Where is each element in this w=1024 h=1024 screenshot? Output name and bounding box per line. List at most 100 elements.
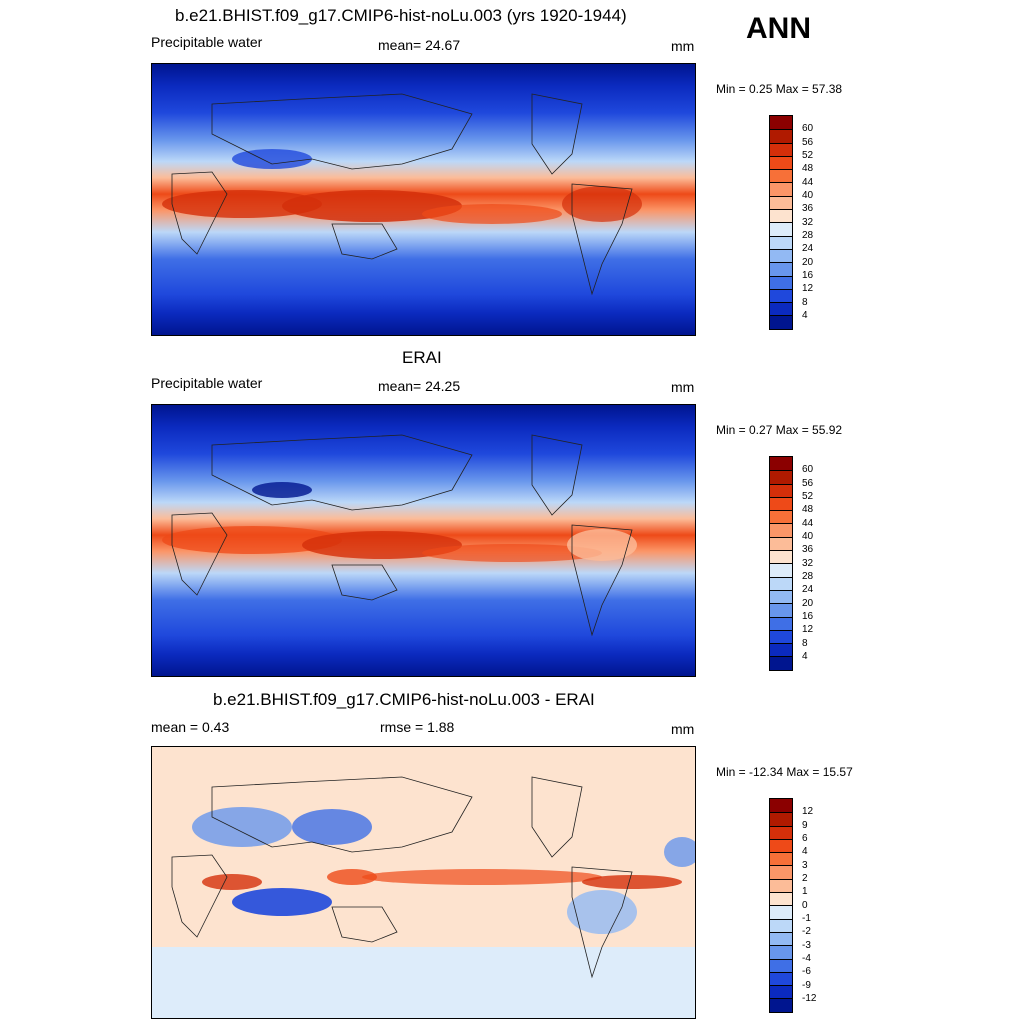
colorbar-3-tick-label: 0	[802, 900, 808, 911]
colorbar-3-tick-label: 3	[802, 860, 808, 871]
panel-3-title: b.e21.BHIST.f09_g17.CMIP6-hist-noLu.003 …	[213, 690, 595, 709]
colorbar-1-tick-label: 40	[802, 190, 814, 201]
colorbar-2-tick-label: 24	[802, 584, 814, 595]
colorbar-1-tick-label: 36	[802, 203, 814, 214]
panel-1-mean: mean= 24.67	[378, 37, 461, 53]
colorbar-1-segment	[770, 195, 792, 210]
panel-3-rmse: rmse = 1.88	[380, 719, 455, 735]
colorbar-3-tick-label: -2	[802, 926, 811, 937]
colorbar-3-tick-label: -12	[802, 993, 817, 1004]
colorbar-3-segment	[770, 945, 792, 959]
colorbar-2-segment	[770, 483, 792, 497]
colorbar-1-segment	[770, 315, 792, 329]
colorbar-1-segment	[770, 235, 792, 249]
colorbar-3-tick-label: 6	[802, 833, 808, 844]
panel-3-minmax: Min = -12.34 Max = 15.57	[716, 765, 853, 779]
colorbar-1-tick-label: 8	[802, 297, 808, 308]
colorbar-3-segment	[770, 918, 792, 932]
colorbar-2-segment	[770, 603, 792, 617]
colorbar-3-tick-label: 1	[802, 886, 808, 897]
colorbar-2-segment	[770, 629, 792, 644]
colorbar-1-segment	[770, 116, 792, 130]
colorbar-1-segment	[770, 302, 792, 316]
colorbar-2-segment	[770, 523, 792, 537]
colorbar-2-tick-label: 52	[802, 491, 814, 502]
colorbar-1-tick-label: 60	[802, 123, 814, 134]
colorbar-1-segment	[770, 209, 792, 223]
colorbar-3-segment	[770, 985, 792, 999]
panel-3-mean: mean = 0.43	[151, 719, 230, 735]
colorbar-3-tick-label: 9	[802, 820, 808, 831]
colorbar-1-segment	[770, 288, 792, 303]
colorbar-3-tick-label: -9	[802, 980, 811, 991]
colorbar-1-tick-label: 32	[802, 217, 814, 228]
colorbar-1-segment	[770, 155, 792, 170]
panel-1-units: mm	[671, 38, 695, 54]
colorbar-1-tick-label: 48	[802, 163, 814, 174]
colorbar-3-tick-label: -4	[802, 953, 811, 964]
panel-3-units: mm	[671, 721, 695, 737]
colorbar-3-segment	[770, 971, 792, 986]
colorbar-2-tick-label: 12	[802, 624, 814, 635]
colorbar-1-tick-label: 28	[802, 230, 814, 241]
colorbar-2-segment	[770, 576, 792, 590]
colorbar-3-segment	[770, 958, 792, 972]
colorbar-3-segment	[770, 852, 792, 866]
panel-1-minmax: Min = 0.25 Max = 57.38	[716, 82, 843, 96]
colorbar-2-segment	[770, 550, 792, 564]
colorbar-2-tick-label: 16	[802, 611, 814, 622]
colorbar-3-segment	[770, 812, 792, 826]
panel-1-title: b.e21.BHIST.f09_g17.CMIP6-hist-noLu.003 …	[175, 6, 627, 25]
colorbar-2-segment	[770, 457, 792, 471]
colorbar-1-segment	[770, 275, 792, 289]
colorbar-3-tick-label: 2	[802, 873, 808, 884]
colorbar-3-segment	[770, 799, 792, 813]
colorbar-2-tick-label: 32	[802, 558, 814, 569]
colorbar-3-segment	[770, 878, 792, 893]
colorbar-3-segment	[770, 998, 792, 1012]
colorbar-1-tick-label: 56	[802, 137, 814, 148]
colorbar-3-tick-label: -1	[802, 913, 811, 924]
colorbar-1-segment	[770, 222, 792, 236]
panel-2-title: ERAI	[402, 348, 442, 367]
colorbar-2-tick-label: 44	[802, 518, 814, 529]
colorbar-1-segment	[770, 169, 792, 183]
colorbar-1-tick-label: 24	[802, 243, 814, 254]
colorbar-2-segment	[770, 656, 792, 670]
colorbar-2-segment	[770, 510, 792, 524]
colorbar-2-tick-label: 60	[802, 464, 814, 475]
colorbar-2-segment	[770, 616, 792, 630]
panel-2-map	[151, 404, 696, 677]
panel-3-colorbar	[769, 798, 793, 1013]
colorbar-3-tick-label: 12	[802, 806, 814, 817]
colorbar-2-segment	[770, 536, 792, 551]
colorbar-1-tick-label: 16	[802, 270, 814, 281]
colorbar-3-tick-label: -6	[802, 966, 811, 977]
colorbar-1-segment	[770, 248, 792, 263]
panel-1-map	[151, 63, 696, 336]
colorbar-1-segment	[770, 129, 792, 143]
colorbar-1-segment	[770, 262, 792, 276]
colorbar-2-segment	[770, 496, 792, 511]
colorbar-1-tick-label: 12	[802, 283, 814, 294]
panel-3-map	[151, 746, 696, 1019]
colorbar-3-segment	[770, 865, 792, 879]
colorbar-2-tick-label: 28	[802, 571, 814, 582]
panel-1-colorbar	[769, 115, 793, 330]
colorbar-2-tick-label: 4	[802, 651, 808, 662]
colorbar-2-tick-label: 36	[802, 544, 814, 555]
colorbar-1-tick-label: 44	[802, 177, 814, 188]
colorbar-2-tick-label: 20	[802, 598, 814, 609]
panel-2-units: mm	[671, 379, 695, 395]
panel-2-variable: Precipitable water	[151, 375, 263, 391]
colorbar-1-tick-label: 4	[802, 310, 808, 321]
colorbar-2-tick-label: 56	[802, 478, 814, 489]
colorbar-1-tick-label: 52	[802, 150, 814, 161]
colorbar-2-segment	[770, 589, 792, 604]
panel-2-colorbar	[769, 456, 793, 671]
season-label: ANN	[746, 12, 811, 45]
colorbar-3-tick-label: -3	[802, 940, 811, 951]
colorbar-1-segment	[770, 142, 792, 156]
colorbar-3-segment	[770, 905, 792, 919]
colorbar-3-tick-label: 4	[802, 846, 808, 857]
